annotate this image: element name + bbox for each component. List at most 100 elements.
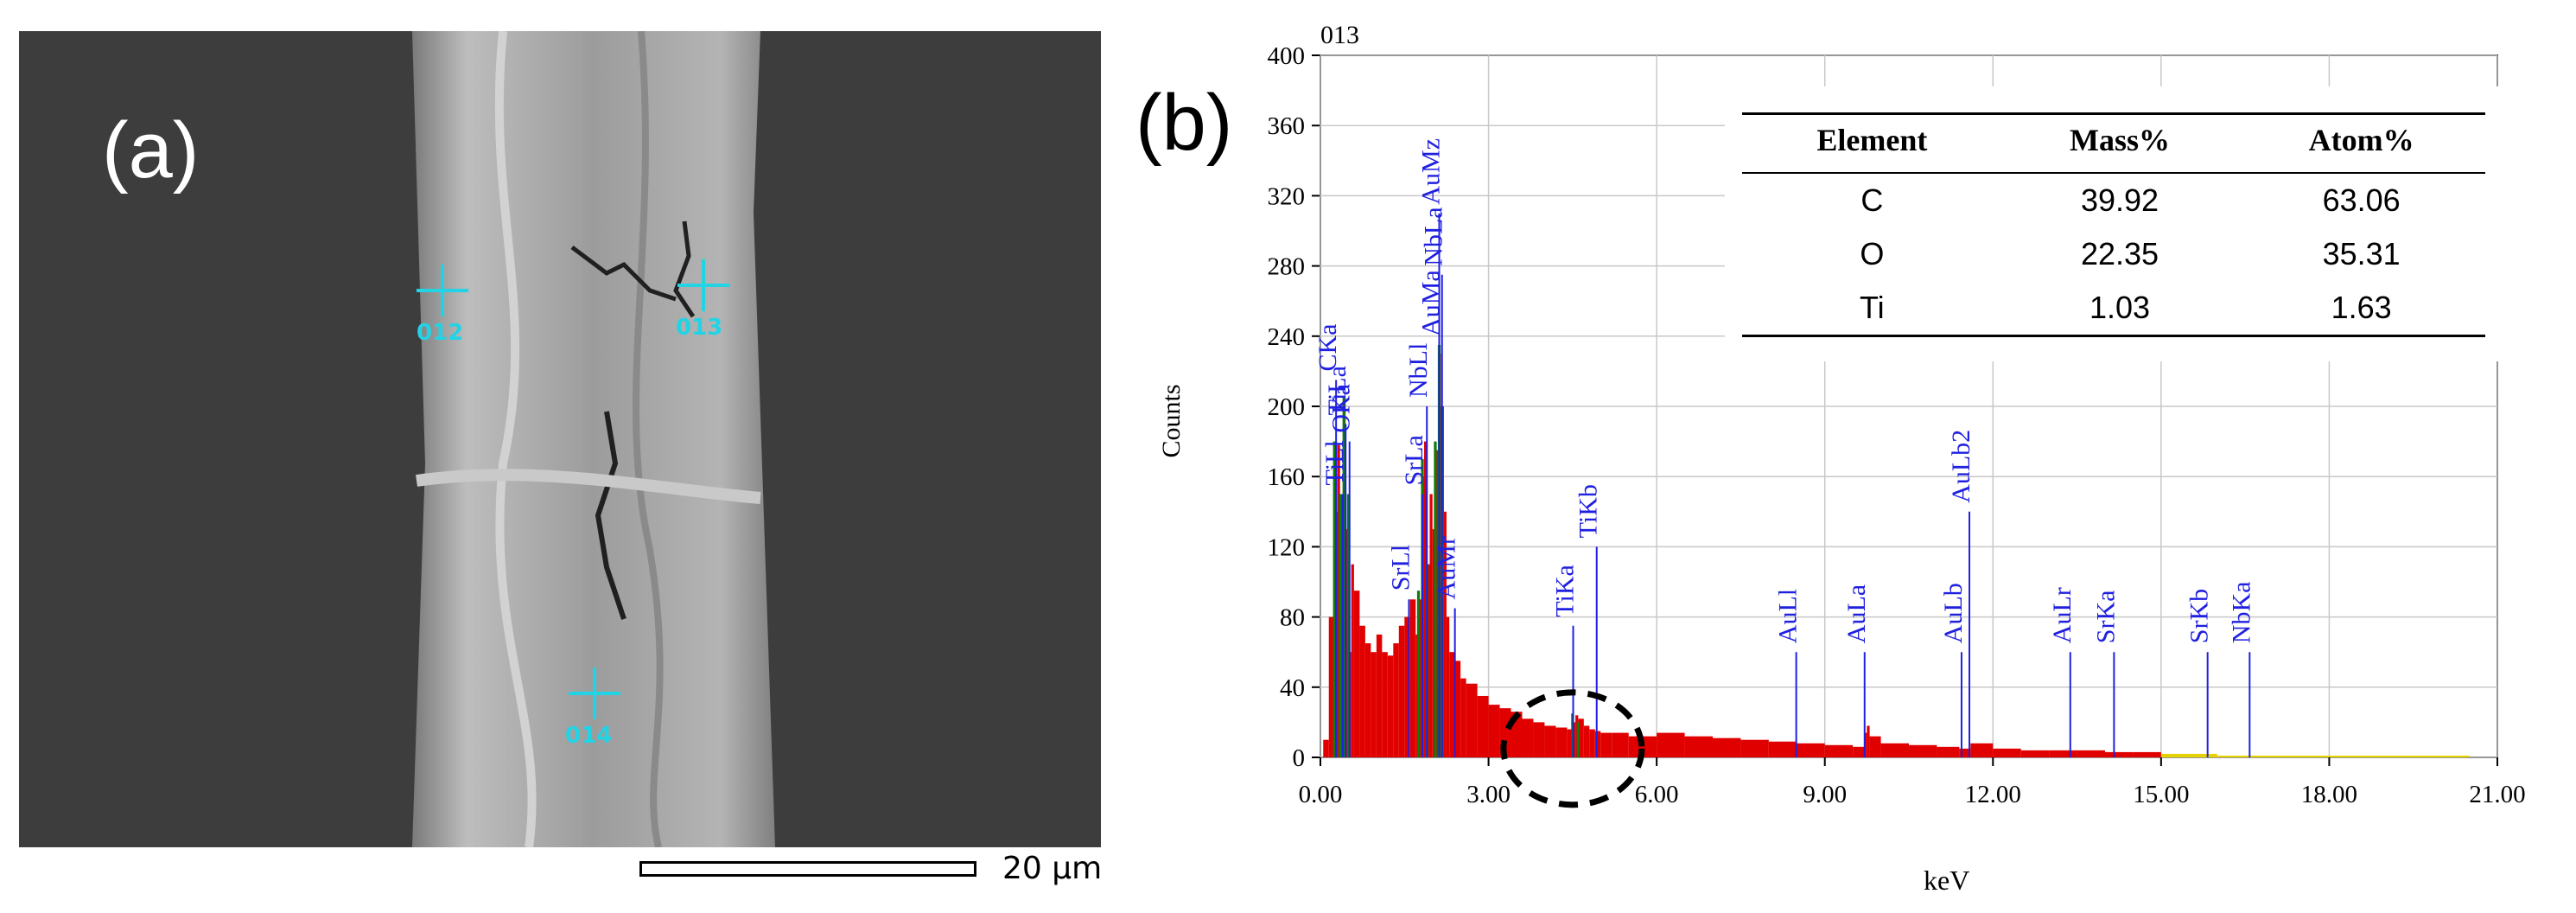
crack xyxy=(595,411,627,620)
marker-label-012: 012 xyxy=(417,320,464,346)
spectrum-bar xyxy=(1600,732,1612,757)
spectrum-bar xyxy=(1460,678,1466,757)
y-tick-label: 360 xyxy=(1268,112,1306,140)
spectrum-bar xyxy=(1376,634,1383,757)
fiber-image xyxy=(412,31,775,847)
panel-b: 0 40 80 120 160 200 240 280 320 360 400 0.00 3.00 6.0… xyxy=(1123,0,2576,913)
peak-label: NbLa xyxy=(1420,207,1448,265)
spectrum-bar xyxy=(1466,683,1478,757)
spectrum-bar xyxy=(2189,753,2217,757)
spectrum-bar xyxy=(1544,725,1556,757)
marker-label-013: 013 xyxy=(676,315,723,341)
spectrum-bar xyxy=(1351,564,1354,757)
spectrum-bar xyxy=(1328,616,1335,757)
spectrum-bar xyxy=(1909,744,1937,757)
x-tick-label: 6.00 xyxy=(1635,781,1679,808)
table-header-mass: Mass% xyxy=(2001,112,2238,174)
peak-label: TiKb xyxy=(1574,484,1603,538)
spectrum-bar xyxy=(1432,529,1435,757)
spectrum-bar xyxy=(2077,750,2105,757)
sem-micrograph: (a) 012 013 014 xyxy=(19,31,1101,847)
spectrum-bar xyxy=(1869,736,1881,757)
table-cell: 1.03 xyxy=(2001,281,2238,337)
table-header-element: Element xyxy=(1742,112,2002,174)
spectrum-bar xyxy=(1853,746,1865,757)
fitted-peak xyxy=(1333,441,1336,757)
spectrum-bar xyxy=(1937,746,1960,757)
fitted-peak xyxy=(1416,591,1421,757)
highlight-circle xyxy=(1500,689,1645,808)
fitted-peak xyxy=(1576,722,1580,757)
y-tick-label: 0 xyxy=(1293,744,1306,772)
x-axis-title: keV xyxy=(1924,865,1970,896)
table-cell: C xyxy=(1860,182,1884,218)
table-cell: Ti xyxy=(1742,281,2002,337)
point-marker-014[interactable] xyxy=(569,667,620,719)
peak-label: CKa xyxy=(1313,324,1342,372)
spectrum-bar xyxy=(1423,441,1428,757)
fitted-peak xyxy=(1434,441,1437,757)
fitted-peak xyxy=(1346,494,1351,757)
spectrum-bar xyxy=(1418,599,1422,757)
y-tick-label: 120 xyxy=(1268,533,1306,561)
spectrum-bar xyxy=(2160,753,2190,757)
spectrum-bar xyxy=(2133,751,2161,757)
panel-b-label: (b) xyxy=(1135,79,1233,167)
spectrum-bar xyxy=(2217,755,2274,757)
peak-label: AuMr xyxy=(1433,536,1461,599)
peak-label: AuLb2 xyxy=(1947,430,1975,503)
spectrum-bar xyxy=(2105,751,2134,757)
y-tick-label: 280 xyxy=(1268,253,1306,281)
fiber-fold xyxy=(416,469,761,504)
fitted-peak xyxy=(1342,397,1345,757)
spectrum-bar xyxy=(1578,718,1584,757)
scale-bar-label: 20 µm xyxy=(1002,851,1103,886)
peak-label: AuLl xyxy=(1774,589,1803,643)
spectrum-bar xyxy=(1657,732,1685,757)
spectrum-bar xyxy=(1371,652,1377,757)
spectrum-bar xyxy=(1446,616,1450,757)
spectrum-bar xyxy=(2385,755,2442,757)
spectrum-bar xyxy=(1567,729,1573,757)
peak-label: AuLa xyxy=(1842,584,1871,643)
spectrum-bar xyxy=(1364,643,1371,757)
spectrum-bar xyxy=(1387,655,1394,757)
spectrum-bar xyxy=(2049,750,2077,757)
fiber-ridge xyxy=(633,31,664,847)
spectrum-bar xyxy=(1522,718,1534,757)
peak-label: TiLl xyxy=(1320,440,1349,485)
spectrum-bar xyxy=(2441,755,2470,757)
spectrum-bar xyxy=(1575,715,1579,757)
spectrum-bar xyxy=(1740,739,1769,757)
spectrum-bar xyxy=(1359,625,1365,757)
fiber-ridge xyxy=(494,31,537,847)
table-header-atom: Atom% xyxy=(2237,112,2485,174)
y-tick-label: 80 xyxy=(1280,604,1305,632)
marker-label-014: 014 xyxy=(565,723,613,749)
spectrum-bar xyxy=(1555,727,1568,757)
spectrum-bar xyxy=(1713,737,1741,757)
peak-label: NbLl xyxy=(1404,343,1433,398)
peak-label: TiKa xyxy=(1551,565,1580,617)
spectrum-bar xyxy=(1477,695,1489,757)
spectrum-bar xyxy=(1449,652,1455,757)
y-axis-title: Counts xyxy=(1157,384,1186,458)
y-tick-label: 400 xyxy=(1268,42,1306,70)
point-marker-012[interactable] xyxy=(417,265,468,316)
table-cell: 39.92 xyxy=(2080,182,2159,218)
x-tick-label: 0.00 xyxy=(1299,781,1343,808)
spectrum-bar xyxy=(1443,511,1447,757)
peak-label: NbKa xyxy=(2227,582,2255,644)
spectrum-bar xyxy=(1409,599,1416,757)
y-tick-label: 240 xyxy=(1268,323,1306,351)
crack xyxy=(673,220,696,318)
point-marker-013[interactable] xyxy=(677,259,729,311)
spectrum-bar xyxy=(1594,731,1601,757)
spectrum-bar xyxy=(1488,705,1500,757)
spectrum-bar xyxy=(1404,616,1410,757)
x-tick-label: 3.00 xyxy=(1466,781,1511,808)
panel-a-label: (a) xyxy=(102,106,200,195)
spectrum-bar xyxy=(1434,450,1439,757)
x-tick-label: 15.00 xyxy=(2133,781,2189,808)
y-tick-label: 320 xyxy=(1268,182,1306,210)
